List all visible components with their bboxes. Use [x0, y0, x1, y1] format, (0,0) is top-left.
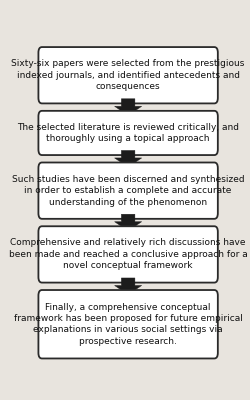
Polygon shape	[114, 150, 142, 167]
FancyBboxPatch shape	[38, 226, 218, 282]
Text: Comprehensive and relatively rich discussions have
been made and reached a concl: Comprehensive and relatively rich discus…	[9, 238, 248, 270]
Polygon shape	[114, 99, 142, 116]
FancyBboxPatch shape	[38, 47, 218, 104]
Polygon shape	[114, 278, 142, 295]
FancyBboxPatch shape	[38, 111, 218, 155]
Text: Sixty-six papers were selected from the prestigious
indexed journals, and identi: Sixty-six papers were selected from the …	[12, 59, 245, 91]
FancyBboxPatch shape	[38, 162, 218, 219]
Text: Finally, a comprehensive conceptual
framework has been proposed for future empir: Finally, a comprehensive conceptual fram…	[14, 302, 242, 346]
Polygon shape	[114, 214, 142, 231]
FancyBboxPatch shape	[38, 290, 218, 358]
Text: Such studies have been discerned and synthesized
in order to establish a complet: Such studies have been discerned and syn…	[12, 175, 244, 207]
Text: The selected literature is reviewed critically, and
thoroughly using a topical a: The selected literature is reviewed crit…	[17, 123, 239, 143]
